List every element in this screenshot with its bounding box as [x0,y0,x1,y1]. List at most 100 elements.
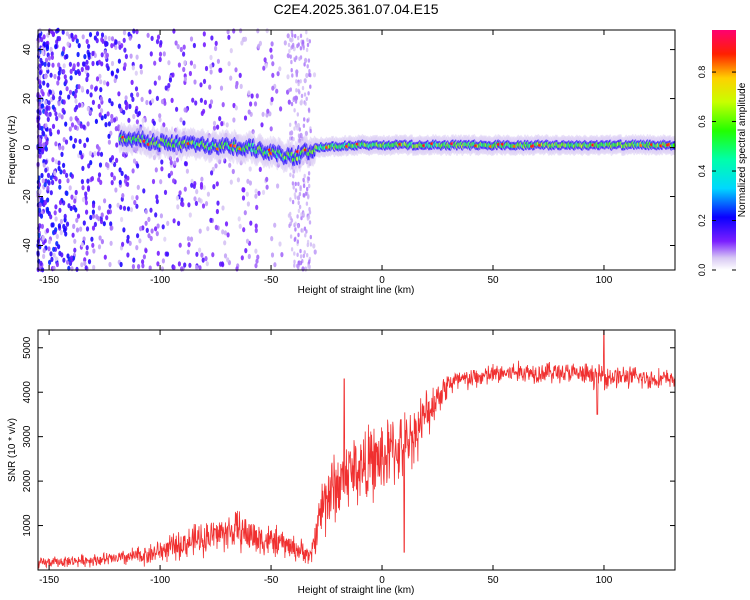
noise-speckle [97,177,101,183]
noise-speckle [92,264,96,271]
noise-speckle [91,203,96,209]
noise-speckle [246,201,250,207]
noise-speckle [122,205,127,211]
noise-speckle [41,235,46,241]
noise-speckle [297,265,300,270]
noise-speckle [42,253,46,259]
noise-speckle [180,266,184,272]
noise-speckle [198,265,202,271]
noise-speckle [167,60,171,66]
x-tick-label: -50 [264,275,279,286]
x-tick-label: -100 [150,575,170,586]
snr-x-ticks: -150 -100 -50 0 50 100 [39,330,613,586]
noise-speckle [51,31,56,37]
noise-speckle [61,107,65,114]
noise-speckle [126,238,130,244]
spectrogram-y-label: Frequency (Hz) [7,116,18,185]
noise-speckle [296,252,299,257]
noise-speckle [177,220,181,226]
noise-speckle [131,168,135,174]
noise-speckle [190,178,194,184]
noise-speckle [74,88,78,94]
noise-speckle [48,259,52,265]
noise-speckle [186,236,191,242]
noise-speckle [201,257,205,263]
noise-speckle [94,118,98,124]
noise-speckle [215,208,219,215]
noise-speckle [69,205,73,212]
noise-speckle [275,88,279,94]
noise-speckle [308,183,311,189]
noise-speckle [117,40,121,46]
noise-speckle [38,70,43,76]
noise-speckle [107,139,111,145]
noise-speckle [219,261,223,267]
noise-speckle [155,194,159,200]
noise-speckle [202,185,206,191]
noise-speckle [51,157,55,163]
x-tick-label: 100 [596,575,613,586]
noise-speckle [75,217,79,223]
noise-speckle [93,52,97,59]
noise-speckle [58,95,62,101]
noise-speckle [292,185,295,190]
noise-speckle [246,178,250,184]
noise-speckle [57,36,62,42]
noise-speckle [160,159,164,165]
noise-speckle [131,96,135,102]
noise-speckle [110,36,115,42]
noise-speckle [160,266,164,272]
noise-speckle [297,81,300,87]
noise-speckle [39,57,43,64]
noise-speckle [44,110,48,116]
noise-speckle [239,28,243,34]
noise-speckle [52,246,56,252]
noise-speckle [84,265,88,271]
noise-speckle [216,58,220,64]
noise-speckle [205,261,209,267]
noise-speckle [297,208,301,214]
noise-speckle [297,232,300,238]
noise-speckle [110,60,115,67]
noise-speckle [240,40,244,46]
noise-speckle [202,42,206,48]
noise-speckle [302,177,305,183]
noise-speckle [85,76,89,83]
noise-speckle [154,167,158,173]
noise-speckle [136,184,140,190]
noise-speckle [119,204,123,210]
noise-speckle [99,96,104,102]
noise-speckle [77,43,81,49]
noise-speckle [303,226,307,231]
noise-speckle [276,183,280,189]
noise-speckle [54,216,58,222]
noise-speckle [261,189,266,195]
noise-speckle [62,169,66,175]
noise-speckle [49,251,53,257]
noise-speckle [302,253,305,259]
noise-speckle [95,31,100,37]
noise-speckle [100,108,104,114]
noise-speckle [110,118,114,124]
noise-speckle [69,68,73,74]
y-tick-label: -40 [22,238,33,253]
noise-speckle [126,181,130,187]
noise-speckle [55,115,59,122]
noise-speckle [178,190,182,196]
noise-speckle [128,35,132,41]
noise-speckle [152,120,156,126]
noise-speckle [62,137,66,143]
noise-speckle [204,65,209,72]
snr-x-label: Height of straight line (km) [298,585,415,596]
noise-speckle [225,122,229,128]
noise-speckle [122,37,126,43]
noise-speckle [38,84,42,90]
noise-speckle [51,62,55,68]
noise-speckle [38,79,42,86]
noise-speckle [273,222,277,228]
noise-speckle [158,117,162,123]
noise-speckle [141,263,145,269]
noise-speckle [78,150,83,156]
x-tick-label: -50 [264,575,279,586]
noise-speckle [290,218,294,223]
